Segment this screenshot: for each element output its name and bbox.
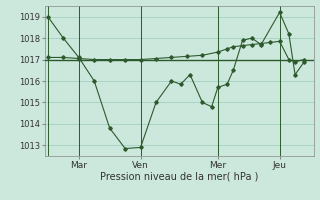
X-axis label: Pression niveau de la mer( hPa ): Pression niveau de la mer( hPa ) bbox=[100, 171, 258, 181]
